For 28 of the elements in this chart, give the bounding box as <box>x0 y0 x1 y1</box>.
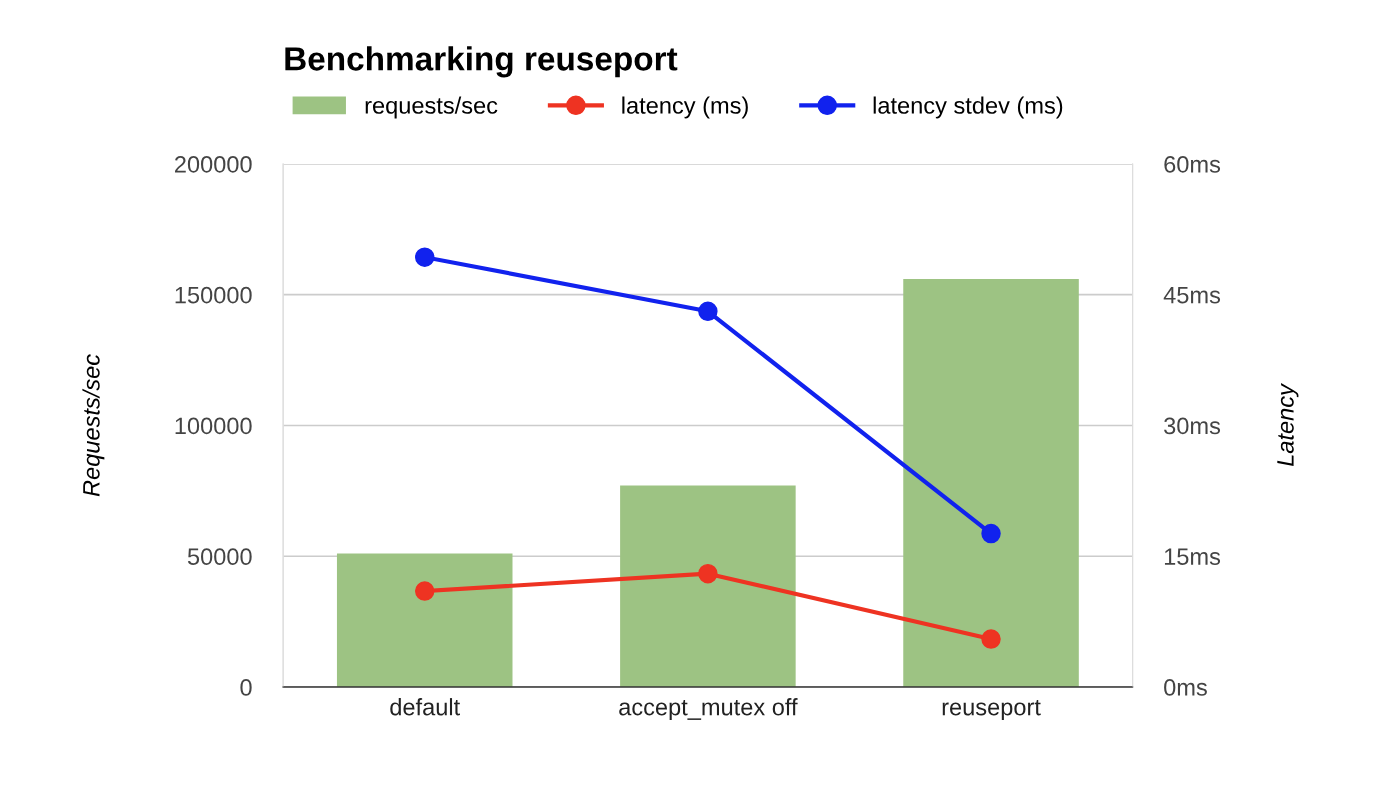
y-tick-label: 100000 <box>175 417 252 435</box>
legend-label: requests/sec <box>365 96 498 119</box>
point <box>981 523 1001 544</box>
legend-label: latency stdev (ms) <box>873 96 1063 119</box>
point <box>415 581 435 601</box>
y-tick-label: 200000 <box>175 156 252 173</box>
point <box>698 563 718 584</box>
y2-tick-label: 45ms <box>1163 287 1221 304</box>
y-tick-label: 50000 <box>187 548 252 566</box>
bar <box>620 485 796 687</box>
y-tick-label: 0 <box>240 679 252 696</box>
point <box>981 629 1001 649</box>
bar <box>903 279 1079 687</box>
y2-tick-label: 60ms <box>1164 156 1221 173</box>
y2-tick-label: 0ms <box>1164 679 1207 696</box>
chart-title: Benchmarking reuseport <box>285 46 678 78</box>
y2-tick-label: 30ms <box>1164 417 1221 435</box>
point <box>698 301 718 321</box>
bar <box>336 553 513 687</box>
y-tick-label: 150000 <box>175 286 252 304</box>
x-tick-label: accept_mutex off <box>619 698 798 721</box>
y-axis-title: Requests/sec <box>82 354 105 497</box>
x-tick-label: default <box>390 698 460 716</box>
legend-label: latency (ms) <box>622 96 748 119</box>
y2-axis-title: Latency <box>1277 382 1299 467</box>
point <box>415 247 435 267</box>
x-tick-label: reuseport <box>942 699 1041 721</box>
y2-tick-label: 15ms <box>1164 548 1221 566</box>
